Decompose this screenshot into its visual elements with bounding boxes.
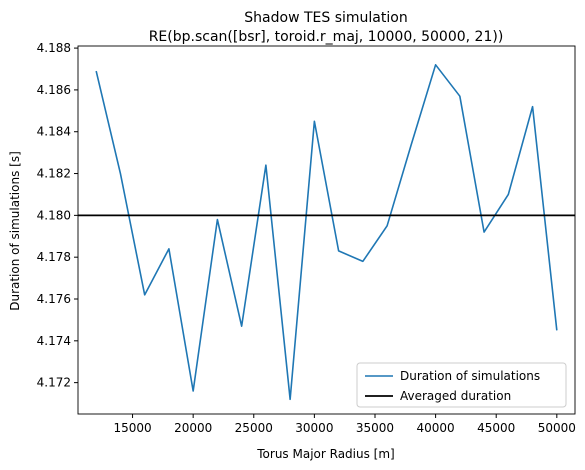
y-tick-label: 4.174 [37, 334, 71, 348]
y-tick-label: 4.188 [37, 41, 71, 55]
x-tick-label: 35000 [356, 421, 394, 435]
y-tick-label: 4.180 [37, 208, 71, 222]
legend-label: Duration of simulations [400, 369, 540, 383]
y-tick-label: 4.186 [37, 83, 71, 97]
x-tick-label: 50000 [538, 421, 576, 435]
x-tick-label: 25000 [235, 421, 273, 435]
series-line-duration [95, 64, 558, 401]
x-tick-label: 40000 [417, 421, 455, 435]
x-tick-label: 30000 [295, 421, 333, 435]
y-tick-label: 4.172 [37, 376, 71, 390]
axes-area: 15000 20000 25000 30000 35000 40000 45000 50000… [37, 41, 576, 435]
x-axis-label: Torus Major Radius [m] [256, 447, 394, 461]
y-axis-label: Duration of simulations [s] [8, 151, 22, 311]
plot-frame [77, 45, 576, 415]
y-tick-label: 4.184 [37, 125, 71, 139]
x-tick-label: 20000 [174, 421, 212, 435]
x-tick-label: 45000 [477, 421, 515, 435]
legend-label: Averaged duration [400, 389, 511, 403]
legend-box [356, 362, 567, 408]
chart-title: Shadow TES simulation [244, 10, 407, 26]
y-tick-label: 4.182 [37, 167, 71, 181]
y-tick-label: 4.176 [37, 292, 71, 306]
x-tick-label: 15000 [113, 421, 151, 435]
y-tick-label: 4.178 [37, 250, 71, 264]
chart-subtitle: RE(bp.scan([bsr], toroid.r_maj, 10000, 5… [149, 29, 504, 45]
